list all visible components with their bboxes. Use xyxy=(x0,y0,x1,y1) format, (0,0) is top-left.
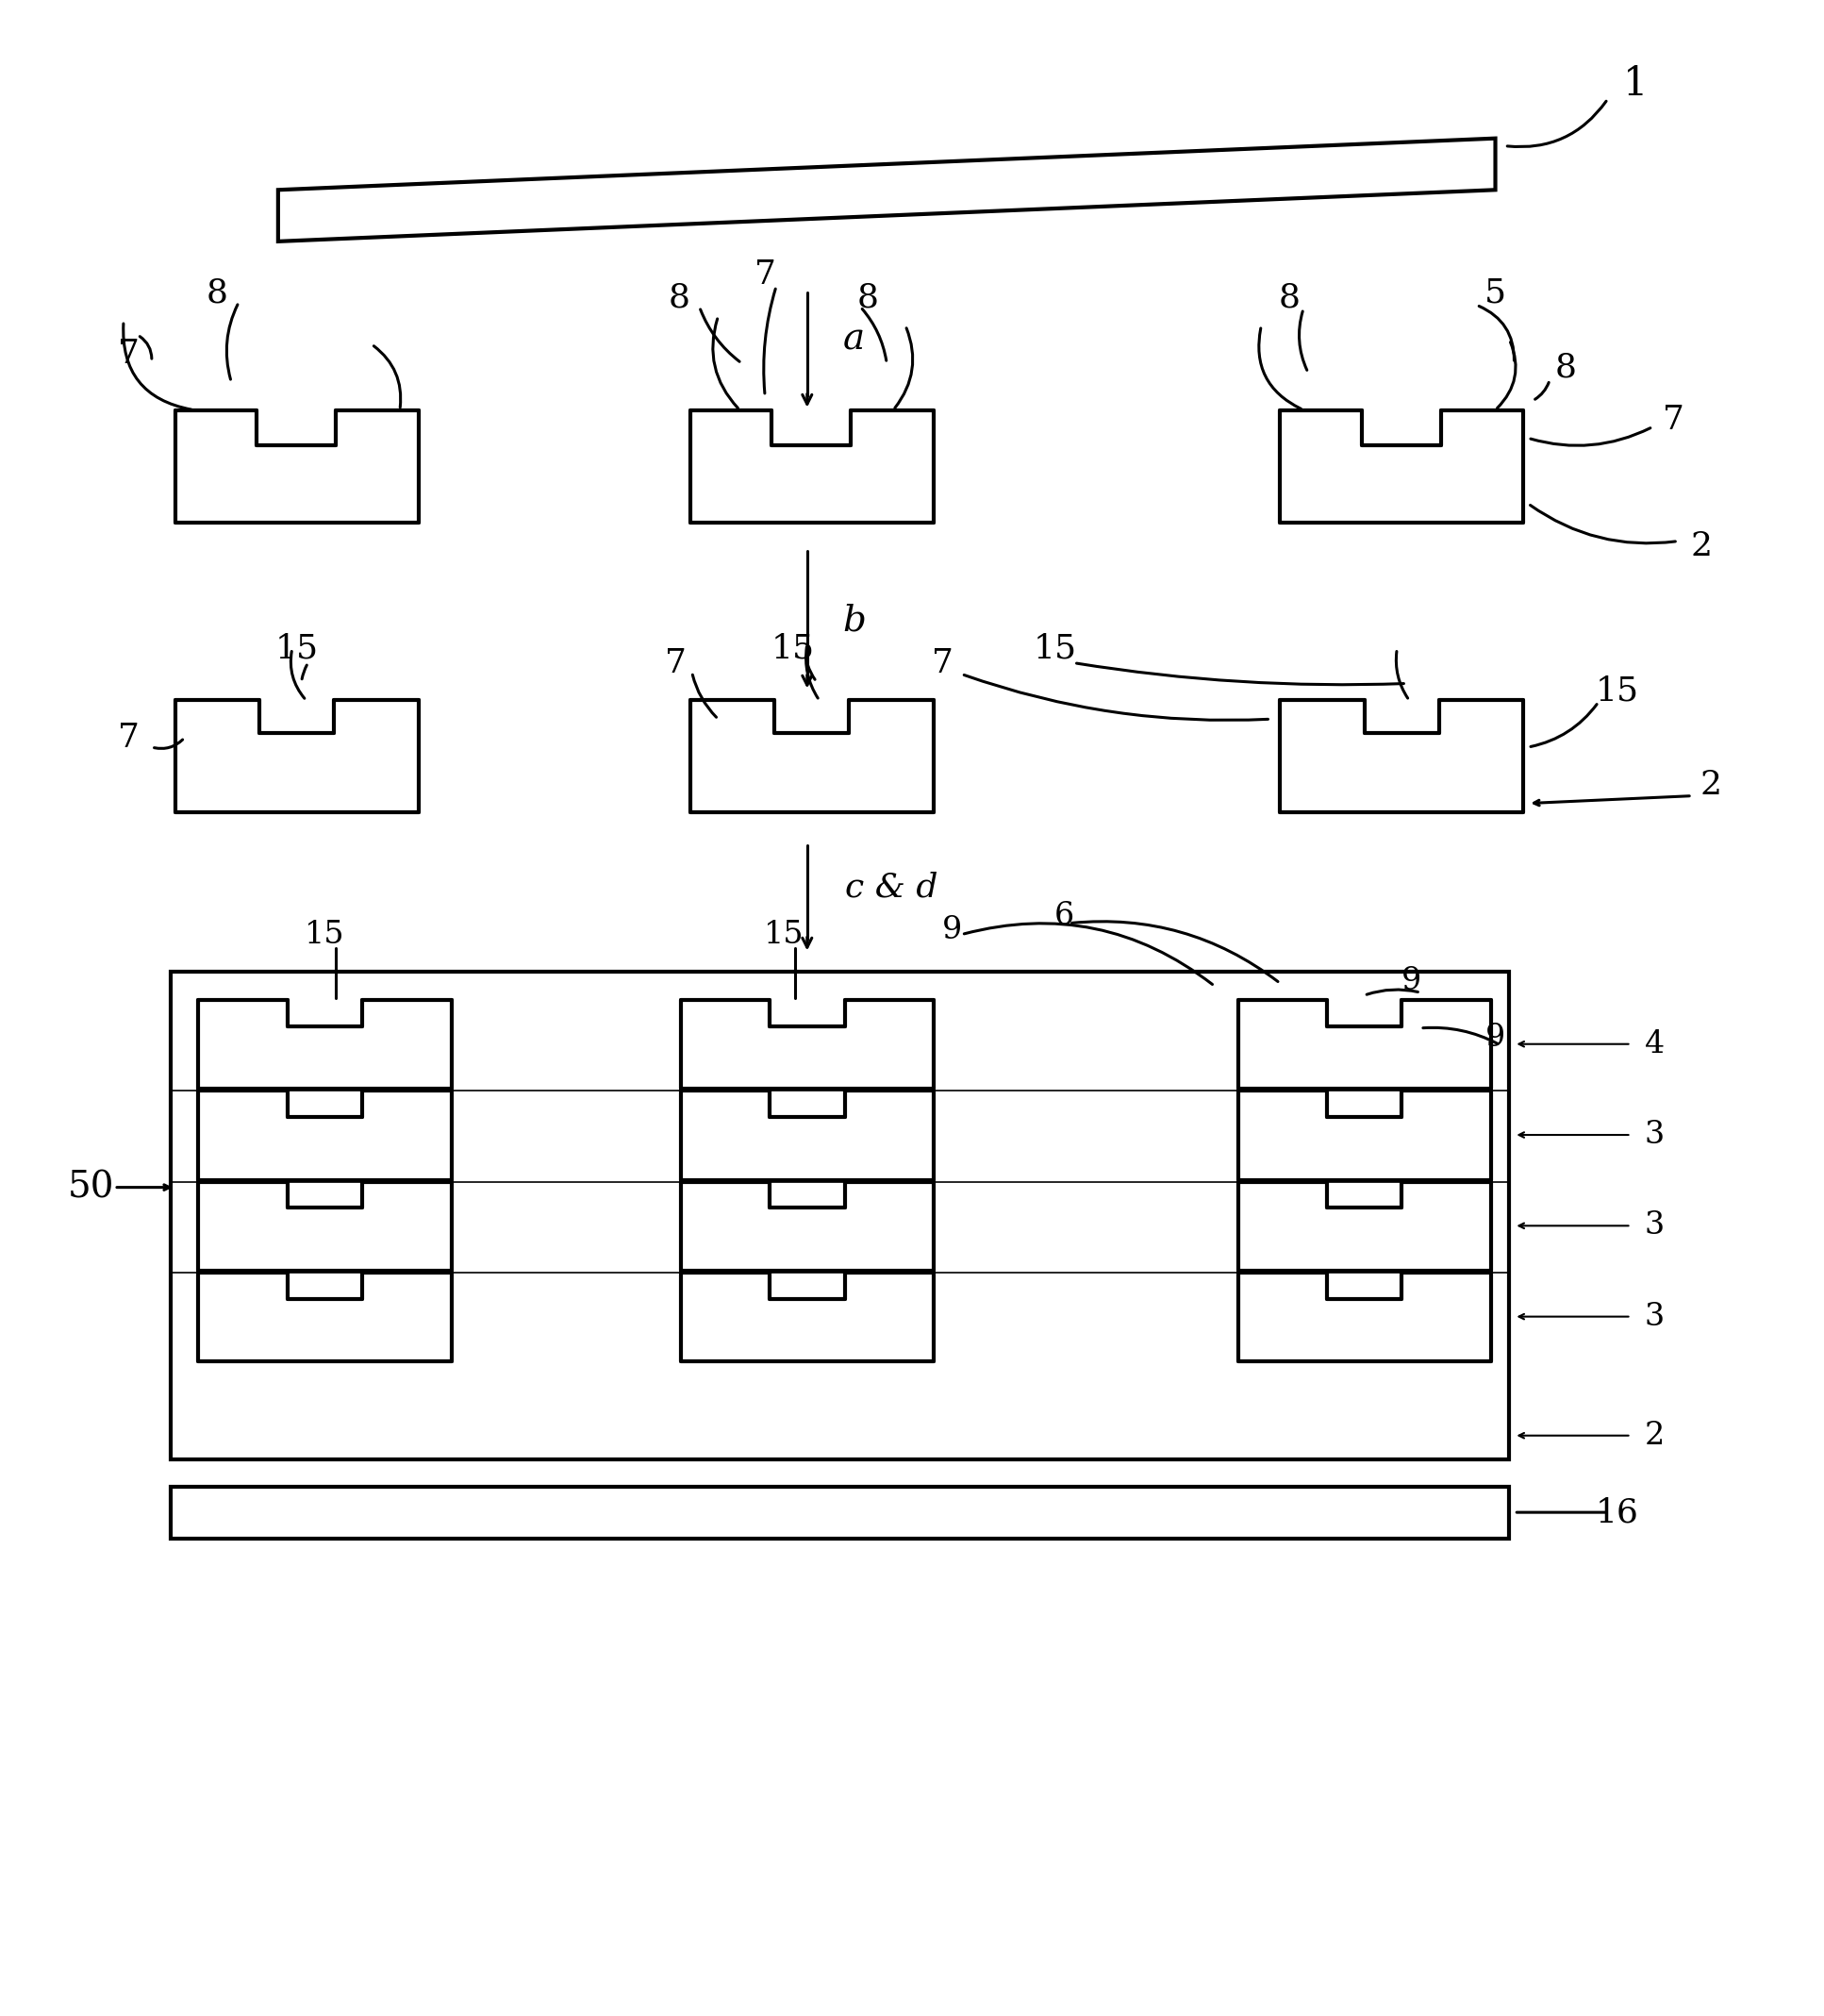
Text: 2: 2 xyxy=(1691,530,1713,562)
Text: 2: 2 xyxy=(1700,768,1722,800)
Text: 15: 15 xyxy=(1596,675,1638,708)
Polygon shape xyxy=(277,139,1496,242)
Text: 15: 15 xyxy=(772,633,815,665)
Text: 3: 3 xyxy=(1645,1302,1665,1333)
Text: a: a xyxy=(843,323,865,357)
Text: 3: 3 xyxy=(1645,1119,1665,1149)
Text: 9: 9 xyxy=(1485,1022,1505,1052)
Text: 15: 15 xyxy=(1034,633,1076,665)
Text: 7: 7 xyxy=(666,647,688,679)
Text: 7: 7 xyxy=(1662,403,1684,435)
Text: 9: 9 xyxy=(1401,966,1421,996)
Text: 7: 7 xyxy=(117,722,139,754)
Text: 3: 3 xyxy=(1645,1212,1665,1242)
Text: 15: 15 xyxy=(275,633,319,665)
Text: 7: 7 xyxy=(117,339,139,369)
Text: 15: 15 xyxy=(764,919,804,950)
Text: 4: 4 xyxy=(1645,1028,1665,1058)
Text: b: b xyxy=(843,603,866,639)
Text: 1: 1 xyxy=(1623,65,1649,105)
Text: 15: 15 xyxy=(305,919,345,950)
Text: 50: 50 xyxy=(67,1169,115,1206)
Text: 8: 8 xyxy=(206,276,228,308)
Text: 16: 16 xyxy=(1596,1496,1638,1528)
Text: 8: 8 xyxy=(1554,353,1576,383)
Text: c & d: c & d xyxy=(845,871,938,903)
Text: 8: 8 xyxy=(857,282,879,314)
Text: 5: 5 xyxy=(1485,276,1507,308)
Text: 7: 7 xyxy=(753,258,775,290)
Text: 6: 6 xyxy=(1054,901,1074,931)
Bar xyxy=(170,972,1510,1460)
Text: 8: 8 xyxy=(668,282,689,314)
Text: 7: 7 xyxy=(932,647,954,679)
Bar xyxy=(170,1488,1510,1538)
Text: 8: 8 xyxy=(1279,282,1301,314)
Text: 2: 2 xyxy=(1645,1421,1665,1452)
Text: 9: 9 xyxy=(943,915,963,946)
